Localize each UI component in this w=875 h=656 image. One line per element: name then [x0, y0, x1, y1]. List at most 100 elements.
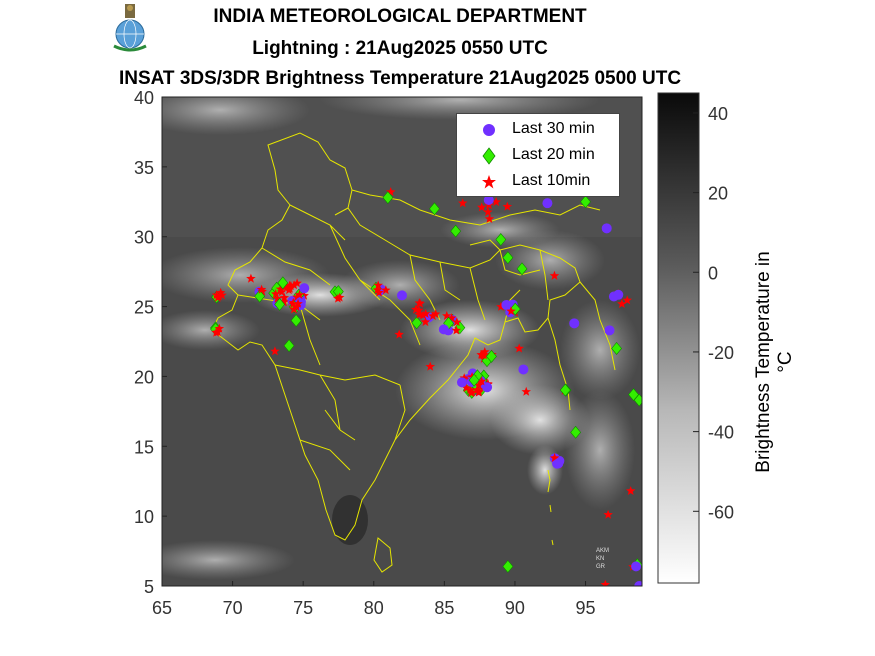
lightning-20min-marker	[570, 425, 582, 439]
lightning-10min-marker	[292, 292, 302, 302]
lightning-30min-marker	[601, 223, 612, 234]
lightning-20min-marker	[580, 195, 591, 209]
lightning-20min-marker	[274, 297, 286, 311]
star-marker-icon	[482, 175, 496, 189]
lightning-10min-marker	[622, 295, 632, 305]
lightning-20min-marker	[283, 339, 295, 353]
lightning-30min-marker	[299, 283, 310, 294]
lightning-10min-marker	[333, 293, 343, 303]
lightning-10min-marker	[294, 289, 305, 299]
y-tick-label: 10	[134, 507, 154, 527]
lightning-10min-marker	[477, 202, 487, 212]
lightning-10min-marker	[484, 214, 495, 223]
lightning-10min-marker	[279, 292, 290, 302]
lightning-30min-marker	[397, 290, 407, 301]
lightning-10min-marker	[514, 343, 524, 353]
lightning-30min-marker	[553, 458, 564, 469]
lightning-10min-marker	[275, 284, 286, 294]
legend-item-30min: Last 30 min	[467, 118, 617, 142]
lightning-10min-marker	[491, 197, 501, 207]
legend-item-20min: Last 20 min	[467, 144, 617, 168]
lightning-10min-marker	[480, 347, 490, 356]
lightning-20min-marker	[502, 251, 514, 265]
lightning-20min-marker	[254, 289, 266, 303]
lightning-10min-marker	[442, 310, 452, 320]
lightning-10min-marker	[381, 285, 391, 295]
lightning-markers	[210, 182, 642, 586]
colorbar-tick-label: 40	[708, 104, 728, 124]
x-tick-label: 85	[434, 598, 454, 618]
lightning-30min-marker	[569, 318, 580, 329]
lightning-20min-marker	[633, 393, 642, 407]
lightning-30min-marker	[483, 194, 494, 205]
lightning-10min-marker	[483, 207, 493, 217]
y-tick-label: 20	[134, 367, 154, 387]
legend-label-20min: Last 20 min	[512, 146, 595, 163]
x-axis-ticks: 65 70 75 80 85 90 95	[152, 581, 596, 618]
lightning-20min-marker	[450, 224, 462, 238]
colorbar-ticks: 40 20 0 -20 -40 -60	[693, 104, 734, 522]
colorbar-tick-label: -40	[708, 423, 734, 443]
lightning-20min-marker	[468, 373, 480, 387]
attribution-line-2: KN	[596, 556, 604, 562]
lightning-10min-marker	[276, 287, 287, 297]
x-tick-label: 65	[152, 598, 172, 618]
lightning-10min-marker	[289, 304, 299, 314]
lightning-30min-marker	[604, 325, 615, 336]
lightning-10min-marker	[549, 270, 560, 280]
lightning-20min-marker	[277, 276, 289, 290]
y-tick-label: 5	[144, 577, 154, 597]
lightning-10min-marker	[428, 311, 438, 320]
colorbar-tick-label: -60	[708, 502, 734, 522]
lightning-10min-marker	[414, 305, 424, 315]
lightning-20min-marker	[290, 314, 302, 328]
lightning-10min-marker	[465, 385, 476, 395]
lightning-30min-marker	[438, 324, 449, 335]
colorbar-tick-label: -20	[708, 343, 734, 363]
lightning-10min-marker	[466, 388, 476, 397]
lightning-title: Lightning : 21Aug2025 0550 UTC	[252, 38, 548, 59]
lightning-10min-marker	[502, 201, 513, 211]
lightning-10min-marker	[461, 383, 472, 392]
lightning-10min-marker	[246, 273, 256, 283]
lightning-10min-marker	[425, 361, 435, 371]
lightning-10min-marker	[459, 373, 469, 383]
lightning-30min-marker	[482, 382, 493, 393]
lightning-20min-marker	[611, 342, 622, 355]
lightning-10min-marker	[617, 299, 627, 308]
y-tick-label: 35	[134, 158, 154, 178]
lightning-10min-marker	[420, 308, 431, 318]
y-tick-label: 40	[134, 88, 154, 108]
lightning-10min-marker	[292, 278, 302, 288]
lightning-10min-marker	[213, 327, 223, 337]
lightning-10min-marker	[279, 297, 289, 307]
india-outline	[211, 132, 581, 541]
lightning-10min-marker	[626, 486, 636, 495]
lightning-10min-marker	[386, 187, 396, 197]
andaman-islands	[547, 469, 554, 546]
lightning-20min-marker	[559, 383, 571, 397]
sri-lanka	[373, 537, 393, 573]
x-tick-label: 80	[364, 598, 384, 618]
lightning-10min-marker	[293, 298, 303, 308]
diamond-marker-icon	[482, 147, 496, 165]
lightning-10min-marker	[288, 299, 298, 309]
lightning-10min-marker	[600, 579, 610, 586]
y-tick-label: 25	[134, 298, 154, 318]
lightning-10min-marker	[477, 350, 487, 360]
lightning-10min-marker	[270, 346, 280, 356]
lightning-30min-marker	[613, 289, 624, 300]
lightning-10min-marker	[446, 313, 457, 323]
lightning-10min-marker	[458, 198, 468, 208]
x-tick-label: 70	[223, 598, 243, 618]
lightning-10min-marker	[476, 376, 487, 386]
lightning-20min-marker	[509, 302, 521, 316]
y-tick-label: 30	[134, 228, 154, 248]
lightning-20min-marker	[382, 191, 394, 205]
colorbar-label: Brightness Temperature in °C	[753, 251, 796, 473]
org-title: INDIA METEOROLOGICAL DEPARTMENT	[213, 6, 587, 27]
colorbar-tick-label: 0	[708, 263, 718, 283]
lightning-10min-marker	[214, 323, 225, 333]
lightning-10min-marker	[451, 325, 462, 335]
